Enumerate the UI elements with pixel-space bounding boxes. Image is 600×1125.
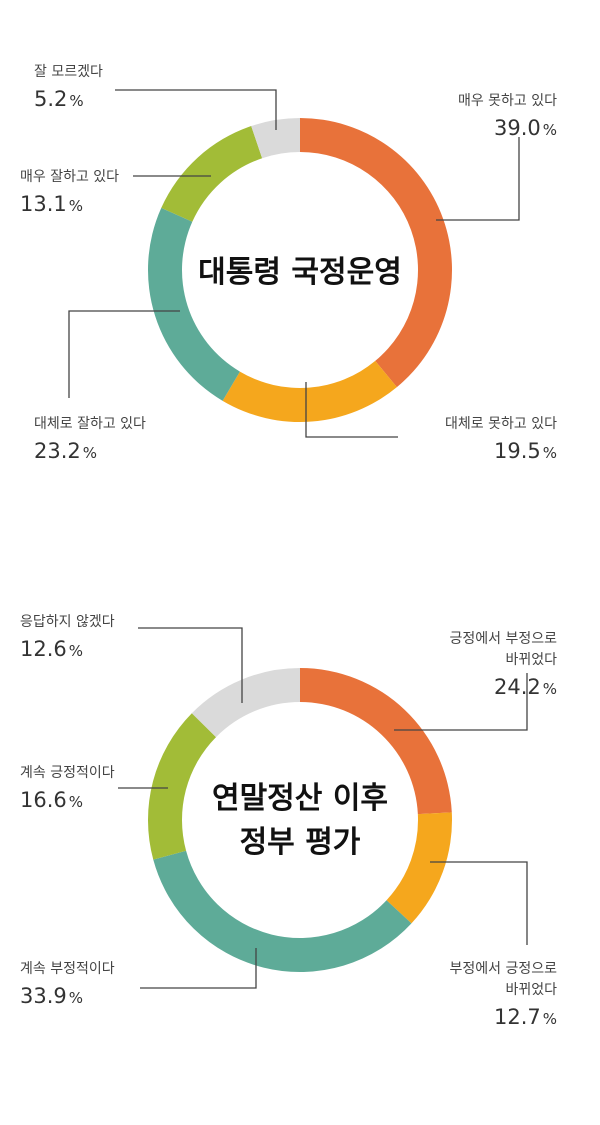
donut-slice xyxy=(148,713,217,860)
donut-slice xyxy=(222,360,397,422)
category-label: 계속 부정적이다 xyxy=(20,961,115,977)
donut-slice xyxy=(300,118,453,388)
donut-slice xyxy=(161,126,263,222)
slice-label: 계속 긍정적이다 16.6% xyxy=(20,765,168,812)
value-label: 13.1% xyxy=(20,192,83,216)
donut-slice xyxy=(386,812,452,924)
category-label: 대체로 못하고 있다 xyxy=(445,416,557,432)
leader-line xyxy=(138,627,243,703)
category-label: 잘 모르겠다 xyxy=(34,64,103,80)
slice-label: 계속 부정적이다 33.9% xyxy=(20,948,257,1008)
donut-slice xyxy=(251,118,300,159)
category-label: 바뀌었다 xyxy=(505,982,557,998)
leader-line xyxy=(68,310,180,398)
slice-label: 매우 못하고 있다 39.0% xyxy=(436,93,557,221)
category-label: 응답하지 않겠다 xyxy=(20,614,115,630)
slice-label: 응답하지 않겠다 12.6% xyxy=(20,614,243,703)
donut-slice xyxy=(191,668,300,738)
donut-slice xyxy=(147,207,240,401)
donut-slice xyxy=(153,850,412,972)
slice-label: 잘 모르겠다 5.2% xyxy=(34,64,277,130)
value-label: 5.2% xyxy=(34,87,84,111)
value-label: 39.0% xyxy=(494,116,557,140)
leader-line xyxy=(305,382,398,438)
donut-slice xyxy=(300,668,452,815)
value-label: 16.6% xyxy=(20,788,83,812)
slice-label: 대체로 못하고 있다 19.5% xyxy=(305,382,557,463)
slice-label: 매우 잘하고 있다 13.1% xyxy=(20,169,211,216)
chart-title: 정부 평가 xyxy=(240,825,361,860)
category-label: 대체로 잘하고 있다 xyxy=(34,416,146,432)
value-label: 33.9% xyxy=(20,984,83,1008)
leader-line xyxy=(394,673,528,731)
chart-title: 대통령 국정운영 xyxy=(198,255,402,290)
value-label: 12.7% xyxy=(494,1005,557,1029)
leader-line xyxy=(140,948,257,989)
category-label: 바뀌었다 xyxy=(505,652,557,668)
leader-line xyxy=(436,137,520,221)
value-label: 12.6% xyxy=(20,637,83,661)
value-label: 23.2% xyxy=(34,439,97,463)
category-label: 부정에서 긍정으로 xyxy=(450,961,558,977)
leader-line xyxy=(115,89,277,130)
category-label: 계속 긍정적이다 xyxy=(20,765,115,781)
category-label: 매우 못하고 있다 xyxy=(458,93,557,109)
value-label: 24.2% xyxy=(494,675,557,699)
category-label: 긍정에서 부정으로 xyxy=(450,631,558,647)
leader-line xyxy=(430,861,528,945)
slice-label: 대체로 잘하고 있다 23.2% xyxy=(34,310,180,463)
chart-title: 연말정산 이후 xyxy=(212,781,388,816)
value-label: 19.5% xyxy=(494,439,557,463)
category-label: 매우 잘하고 있다 xyxy=(20,169,119,185)
